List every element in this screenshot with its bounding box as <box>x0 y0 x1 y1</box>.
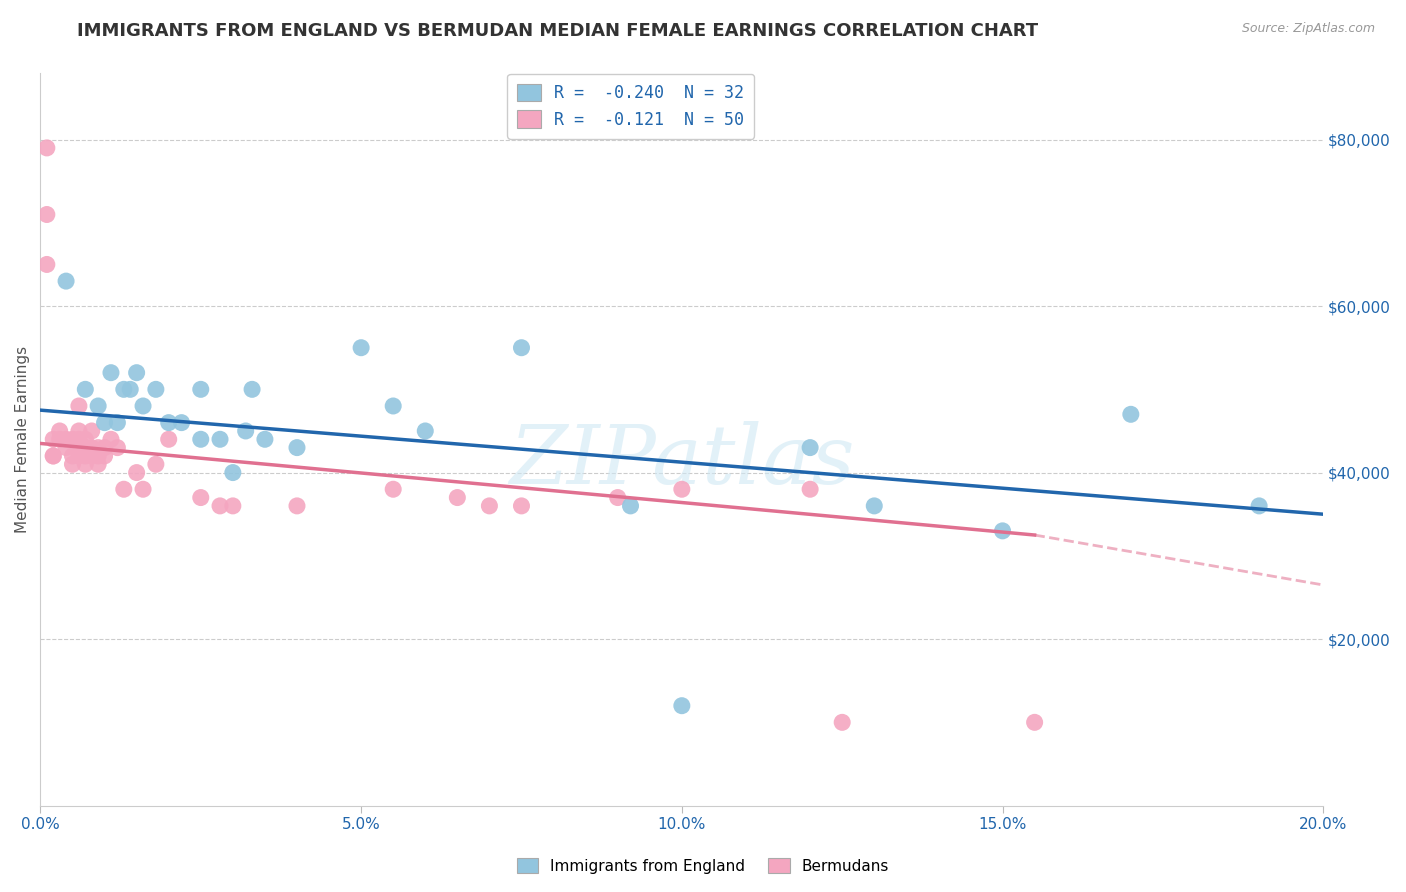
Text: IMMIGRANTS FROM ENGLAND VS BERMUDAN MEDIAN FEMALE EARNINGS CORRELATION CHART: IMMIGRANTS FROM ENGLAND VS BERMUDAN MEDI… <box>77 22 1039 40</box>
Point <box>350 341 373 355</box>
Point <box>55 441 77 455</box>
Point <box>240 382 263 396</box>
Point <box>75 432 97 446</box>
Point <box>105 416 128 430</box>
Point <box>190 432 212 446</box>
Point <box>991 524 1014 538</box>
Point <box>253 432 276 446</box>
Point <box>75 382 97 396</box>
Point <box>190 382 212 396</box>
Point <box>235 424 257 438</box>
Point <box>125 466 148 480</box>
Point <box>222 499 245 513</box>
Point <box>285 499 308 513</box>
Point <box>67 432 90 446</box>
Legend: R =  -0.240  N = 32, R =  -0.121  N = 50: R = -0.240 N = 32, R = -0.121 N = 50 <box>508 74 754 138</box>
Point <box>100 432 122 446</box>
Point <box>35 141 58 155</box>
Point <box>80 449 103 463</box>
Point <box>35 257 58 271</box>
Point <box>285 441 308 455</box>
Point <box>55 274 77 288</box>
Point <box>75 441 97 455</box>
Point <box>42 432 65 446</box>
Point <box>55 432 77 446</box>
Point <box>87 399 110 413</box>
Point <box>67 449 90 463</box>
Point <box>105 441 128 455</box>
Point <box>671 698 693 713</box>
Point <box>48 432 70 446</box>
Point <box>132 399 155 413</box>
Point <box>75 441 97 455</box>
Point <box>208 499 231 513</box>
Point <box>67 399 90 413</box>
Legend: Immigrants from England, Bermudans: Immigrants from England, Bermudans <box>510 852 896 880</box>
Point <box>120 382 142 396</box>
Point <box>42 449 65 463</box>
Point <box>145 382 167 396</box>
Point <box>222 466 245 480</box>
Text: Source: ZipAtlas.com: Source: ZipAtlas.com <box>1241 22 1375 36</box>
Point <box>382 482 405 496</box>
Point <box>382 399 405 413</box>
Point <box>157 432 180 446</box>
Y-axis label: Median Female Earnings: Median Female Earnings <box>15 346 30 533</box>
Point <box>87 449 110 463</box>
Point <box>125 366 148 380</box>
Point <box>619 499 641 513</box>
Point <box>831 715 853 730</box>
Point <box>606 491 628 505</box>
Point <box>112 382 135 396</box>
Point <box>478 499 501 513</box>
Point <box>42 449 65 463</box>
Point <box>75 457 97 471</box>
Point <box>1119 407 1142 421</box>
Point <box>35 207 58 221</box>
Point <box>62 457 84 471</box>
Point <box>62 449 84 463</box>
Point <box>157 416 180 430</box>
Point <box>75 449 97 463</box>
Point <box>87 441 110 455</box>
Point <box>87 457 110 471</box>
Point <box>190 491 212 505</box>
Point <box>799 482 821 496</box>
Point <box>863 499 886 513</box>
Point <box>446 491 468 505</box>
Point <box>67 424 90 438</box>
Point <box>671 482 693 496</box>
Point <box>93 441 115 455</box>
Point <box>48 424 70 438</box>
Point <box>80 441 103 455</box>
Point <box>132 482 155 496</box>
Point <box>1024 715 1046 730</box>
Point <box>510 499 533 513</box>
Point <box>62 432 84 446</box>
Point <box>510 341 533 355</box>
Point <box>100 366 122 380</box>
Point <box>112 482 135 496</box>
Point <box>145 457 167 471</box>
Point <box>1249 499 1271 513</box>
Point <box>413 424 436 438</box>
Point <box>80 424 103 438</box>
Point <box>170 416 193 430</box>
Point <box>93 416 115 430</box>
Point <box>208 432 231 446</box>
Point <box>799 441 821 455</box>
Text: ZIPatlas: ZIPatlas <box>509 421 855 501</box>
Point <box>93 449 115 463</box>
